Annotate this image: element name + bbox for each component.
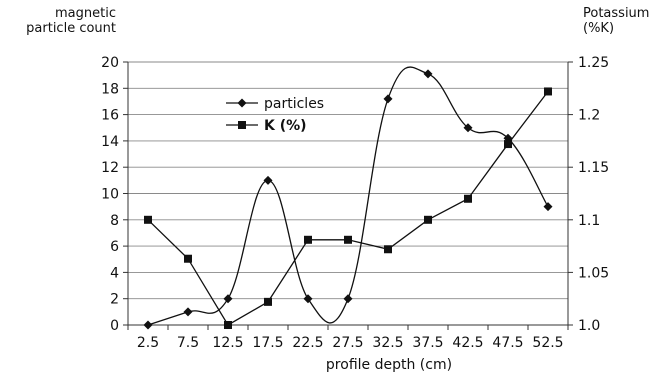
particles-point — [143, 320, 153, 330]
left-axis-title-line1: magnetic — [55, 6, 116, 21]
right-axis-title-line2: (%K) — [583, 21, 615, 36]
particles-point — [183, 307, 193, 317]
left-tick-label: 16 — [101, 108, 119, 124]
left-tick-label: 0 — [110, 318, 119, 334]
k-point — [184, 254, 192, 263]
x-tick-label: 2.5 — [137, 335, 159, 351]
k-point — [144, 215, 152, 224]
legend-label: K (%) — [264, 118, 307, 134]
x-tick-label: 12.5 — [212, 335, 243, 351]
k-point — [424, 215, 432, 224]
left-tick-label: 10 — [101, 187, 119, 203]
right-tick-label: 1.05 — [578, 265, 609, 281]
right-tick-label: 1.15 — [578, 160, 609, 176]
legend-bg — [218, 93, 336, 113]
k-point — [264, 297, 272, 306]
particles-point — [343, 294, 353, 304]
x-tick-label: 42.5 — [452, 335, 483, 351]
left-tick-label: 2 — [110, 292, 119, 308]
legend-label: particles — [264, 96, 324, 112]
right-axis-title-line1: Potassium — [583, 6, 650, 21]
x-tick-label: 7.5 — [177, 335, 199, 351]
k-point — [304, 235, 312, 244]
legend-bg — [218, 115, 336, 135]
x-tick-label: 17.5 — [252, 335, 283, 351]
particles-point — [423, 69, 433, 79]
k-point — [224, 321, 232, 329]
particles-point — [383, 94, 393, 104]
k-point — [504, 140, 512, 149]
x-tick-label: 22.5 — [292, 335, 323, 351]
x-tick-label: 32.5 — [372, 335, 403, 351]
left-tick-label: 20 — [101, 55, 119, 71]
particles-point — [463, 123, 473, 133]
x-axis-title-row: profile depth (cm) — [0, 358, 660, 373]
left-axis-title: magnetic particle count — [14, 6, 116, 36]
left-tick-label: 14 — [101, 134, 119, 150]
x-axis-title: profile depth (cm) — [325, 357, 453, 373]
k-point — [464, 194, 472, 203]
particles-point — [543, 202, 553, 212]
right-tick-label: 1.25 — [578, 55, 609, 71]
left-tick-label: 12 — [101, 160, 119, 176]
right-axis-title: Potassium (%K) — [583, 6, 649, 36]
x-tick-label: 27.5 — [332, 335, 363, 351]
series-line-particles — [147, 66, 549, 326]
particles-point — [223, 294, 233, 304]
left-tick-label: 8 — [110, 213, 119, 229]
x-tick-label: 52.5 — [532, 335, 563, 351]
legend-square-icon — [238, 121, 246, 129]
left-tick-label: 4 — [110, 265, 119, 281]
right-tick-label: 1.1 — [578, 213, 600, 229]
particles-point — [263, 175, 273, 185]
particles-point — [303, 294, 313, 304]
legend-diamond-icon — [237, 98, 247, 108]
left-tick-label: 18 — [101, 81, 119, 97]
x-tick-label: 47.5 — [492, 335, 523, 351]
left-axis-title-line2: particle count — [26, 21, 116, 36]
k-point — [344, 235, 352, 244]
left-tick-label: 6 — [110, 239, 119, 255]
k-point — [544, 87, 552, 96]
right-tick-label: 1.0 — [578, 318, 600, 334]
right-tick-label: 1.2 — [578, 108, 600, 124]
x-tick-label: 37.5 — [412, 335, 443, 351]
k-point — [384, 245, 392, 254]
series-line-k — [147, 91, 549, 326]
